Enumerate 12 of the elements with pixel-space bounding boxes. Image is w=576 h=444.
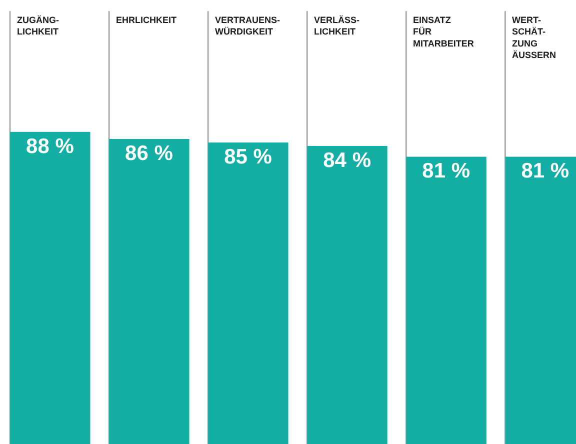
data-label: 88 % — [26, 134, 74, 158]
x-tick-label: VERTRAUENS- WÜRDIGKEIT — [215, 15, 280, 37]
x-tick-label: VERLÄSS- LICHKEIT — [314, 15, 360, 37]
x-tick-label: EINSATZ FÜR MITARBEITER — [413, 15, 474, 48]
x-tick-label: WERT- SCHÄT- ZUNG ÄUSSERN — [512, 15, 556, 60]
data-label: 85 % — [224, 146, 272, 169]
data-label: 84 % — [323, 149, 372, 172]
x-tick-label: EHRLICHKEIT — [116, 15, 177, 25]
data-label: 81 % — [521, 160, 570, 183]
data-label: 86 % — [125, 142, 174, 165]
x-tick-label: ZUGÄNG- LICHKEIT — [17, 15, 59, 37]
data-label: 81 % — [422, 160, 470, 183]
